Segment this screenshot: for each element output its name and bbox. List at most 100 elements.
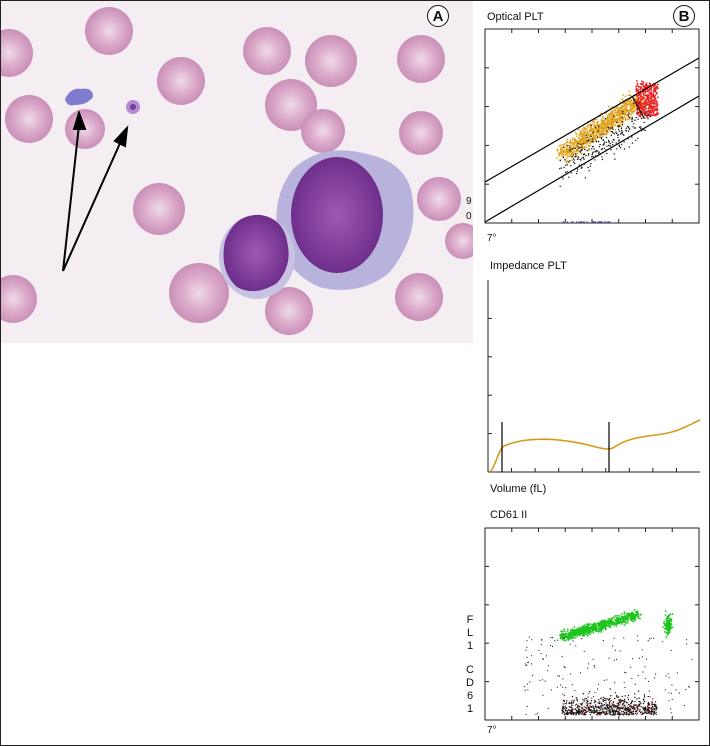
cd61-dot (562, 710, 565, 713)
cd61-dot (617, 706, 619, 708)
cd61-dot (558, 675, 560, 677)
optical-dot (636, 108, 638, 111)
optical-dot (610, 114, 612, 117)
cd61-dot (669, 618, 671, 620)
cd61-dot (612, 701, 615, 703)
optical-dot (570, 153, 573, 155)
optical-dot (628, 103, 631, 106)
optical-dot (563, 166, 565, 169)
cd61-dot (610, 617, 613, 620)
cd61-dot (669, 613, 672, 616)
optical-dot (563, 151, 566, 153)
cd61-dot (589, 714, 592, 716)
cd61-dot (600, 705, 602, 707)
optical-dot (600, 119, 603, 121)
impedance-ticks (488, 317, 677, 472)
cd61-dot (596, 709, 599, 712)
cd61-dot (638, 704, 641, 706)
optical-dot (637, 137, 639, 140)
cd61-dot (577, 709, 580, 711)
optical-dot (565, 143, 568, 146)
optical-dot (615, 117, 618, 120)
cd61-dot (576, 699, 578, 701)
cd61-dot (621, 706, 623, 709)
optical-dot (577, 147, 580, 149)
cd61-dot (608, 703, 611, 705)
cd61-dot (592, 658, 594, 660)
optical-dot (593, 125, 596, 128)
cd61-dot (584, 628, 587, 630)
optical-dot (561, 148, 564, 151)
cd61-dot (615, 622, 618, 625)
optical-dot (570, 172, 572, 174)
optical-dot (571, 156, 573, 158)
cd61-dot (571, 633, 573, 636)
optical-dot (593, 148, 595, 150)
cd61-dot (614, 618, 617, 621)
cd61-dot (629, 707, 631, 710)
optical-dot (609, 117, 611, 120)
cd61-dot (652, 713, 654, 715)
optical-dot (646, 90, 649, 93)
cd61-dot (623, 613, 626, 615)
cd61-dot (562, 678, 564, 680)
optical-dot (606, 221, 608, 223)
cd61-dot (645, 658, 648, 660)
cd61-dot (642, 706, 644, 708)
optical-dot (595, 141, 598, 143)
optical-dot (628, 146, 630, 148)
cd61-dot (575, 696, 577, 699)
cd61-dot (578, 633, 581, 636)
cd61-dot (631, 677, 633, 680)
optical-dot (583, 158, 585, 161)
optical-dot (583, 136, 585, 139)
optical-dot (614, 158, 616, 160)
optical-dot (631, 136, 633, 138)
optical-dot (642, 106, 645, 109)
optical-dot (602, 117, 604, 120)
optical-dot (648, 107, 650, 110)
optical-dot (610, 121, 612, 124)
cd61-dot (627, 694, 630, 697)
optical-dot (657, 96, 659, 99)
cd61-dot (579, 708, 581, 710)
optical-dot (598, 136, 601, 139)
optical-dot (653, 114, 656, 117)
optical-dot (632, 110, 634, 113)
cd61-dot (620, 623, 623, 625)
cd61-dot (636, 705, 638, 707)
optical-dot (646, 101, 649, 104)
cd61-dot (622, 620, 625, 623)
optical-dot (629, 117, 632, 119)
cd61-dot (607, 707, 609, 709)
cd61-dot (587, 710, 589, 713)
optical-dot (595, 122, 598, 125)
optical-dot (565, 144, 568, 147)
cd61-dot (654, 677, 656, 679)
optical-dot (656, 83, 659, 86)
cd61-dot (670, 708, 672, 710)
optical-dot (582, 129, 585, 132)
optical-dot (649, 100, 652, 103)
optical-dot (647, 114, 649, 116)
optical-dot (652, 105, 655, 108)
cd61-dot (635, 704, 637, 706)
optical-dot (621, 115, 623, 118)
cd61-dot (626, 709, 629, 711)
optical-dot (591, 138, 594, 140)
cd61-dot (561, 708, 564, 710)
optical-dot (645, 95, 648, 98)
cd61-dot (648, 703, 650, 706)
cd61-dot (617, 711, 620, 713)
optical-dot (559, 148, 562, 151)
cd61-dot (624, 708, 627, 710)
cd61-dot (613, 616, 616, 619)
cd61-dot (623, 698, 626, 701)
optical-dot (628, 116, 630, 119)
optical-dot (637, 98, 640, 100)
cd61-dot (587, 667, 589, 669)
cd61-dot (665, 626, 668, 629)
cd61-dot (588, 705, 590, 707)
optical-dot (574, 150, 576, 153)
cd61-dot (589, 633, 592, 636)
